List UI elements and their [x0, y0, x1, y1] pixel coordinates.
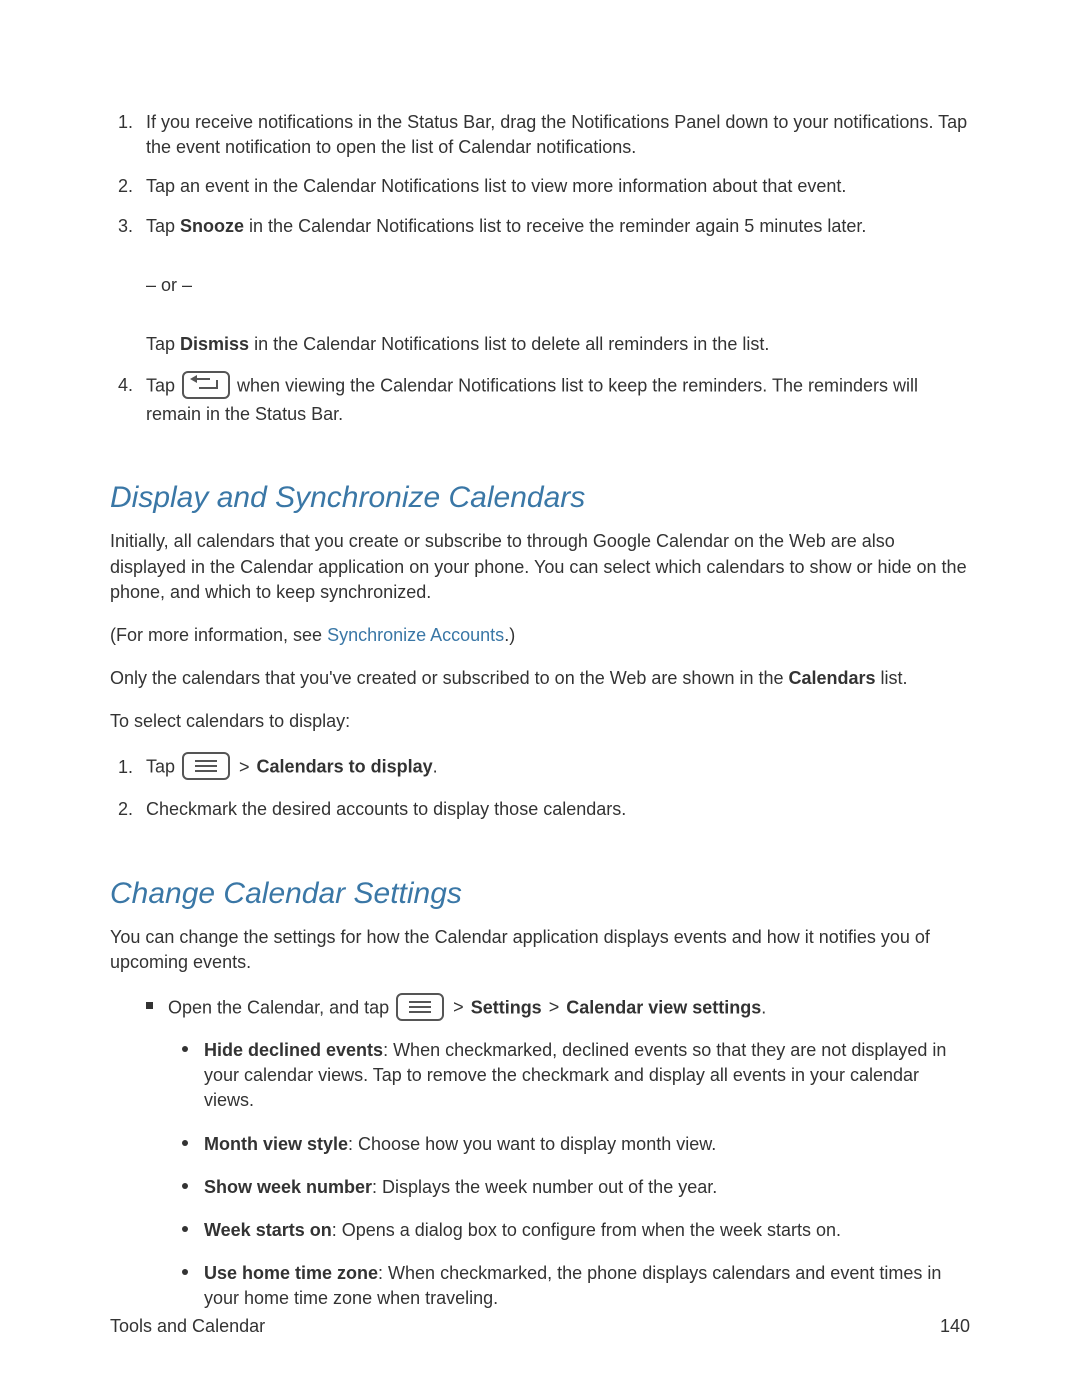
page-footer: Tools and Calendar 140: [110, 1316, 970, 1337]
notifications-steps: If you receive notifications in the Stat…: [110, 110, 970, 427]
ds-step1-post: .: [433, 757, 438, 777]
menu-icon: [182, 752, 230, 780]
opt-week-starts: Week starts on: Opens a dialog box to co…: [204, 1218, 970, 1243]
opt-home-tz-label: Use home time zone: [204, 1263, 378, 1283]
opt-week-starts-label: Week starts on: [204, 1220, 332, 1240]
calendars-label: Calendars: [789, 668, 876, 688]
gt-2: >: [448, 997, 469, 1017]
note-pre: Only the calendars that you've created o…: [110, 668, 789, 688]
page-content: If you receive notifications in the Stat…: [0, 0, 1080, 1312]
opt-month-view: Month view style: Choose how you want to…: [204, 1132, 970, 1157]
step-4-text-pre: Tap: [146, 375, 180, 395]
step-3b-text-post: in the Calendar Notifications list to de…: [249, 334, 769, 354]
ds-step-1: Tap > Calendars to display.: [138, 752, 970, 783]
change-settings-intro: You can change the settings for how the …: [110, 925, 970, 975]
step-3b-text-pre: Tap: [146, 334, 180, 354]
step-3-text-pre: Tap: [146, 216, 180, 236]
step-4-text-post: when viewing the Calendar Notifications …: [146, 375, 918, 424]
opt-home-tz: Use home time zone: When checkmarked, th…: [204, 1261, 970, 1311]
opt-month-view-text: : Choose how you want to display month v…: [348, 1134, 716, 1154]
calendar-view-settings-label: Calendar view settings: [566, 997, 761, 1017]
step-3: Tap Snooze in the Calendar Notifications…: [138, 214, 970, 358]
sync-accounts-link[interactable]: Synchronize Accounts: [327, 625, 504, 645]
display-sync-prompt: To select calendars to display:: [110, 709, 970, 734]
display-sync-note: Only the calendars that you've created o…: [110, 666, 970, 691]
footer-page-number: 140: [940, 1316, 970, 1337]
step-1: If you receive notifications in the Stat…: [138, 110, 970, 160]
heading-change-settings: Change Calendar Settings: [110, 877, 970, 911]
opt-week-starts-text: : Opens a dialog box to configure from w…: [332, 1220, 841, 1240]
seealso-pre: (For more information, see: [110, 625, 327, 645]
back-icon: [182, 371, 230, 399]
opt-show-week: Show week number: Displays the week numb…: [204, 1175, 970, 1200]
step-3-text-post: in the Calendar Notifications list to re…: [244, 216, 866, 236]
gt-1: >: [234, 757, 255, 777]
opt-month-view-label: Month view style: [204, 1134, 348, 1154]
settings-options: Hide declined events: When checkmarked, …: [168, 1038, 970, 1312]
gt-3: >: [544, 997, 565, 1017]
open-calendar-step: Open the Calendar, and tap > Settings > …: [168, 993, 970, 1312]
display-sync-steps: Tap > Calendars to display. Checkmark th…: [110, 752, 970, 822]
heading-display-sync: Display and Synchronize Calendars: [110, 481, 970, 515]
footer-section: Tools and Calendar: [110, 1316, 265, 1336]
step-4: Tap when viewing the Calendar Notificati…: [138, 371, 970, 427]
or-separator: – or –: [146, 273, 970, 298]
note-post: list.: [876, 668, 908, 688]
opt-show-week-text: : Displays the week number out of the ye…: [372, 1177, 717, 1197]
display-sync-seealso: (For more information, see Synchronize A…: [110, 623, 970, 648]
dismiss-label: Dismiss: [180, 334, 249, 354]
step-2: Tap an event in the Calendar Notificatio…: [138, 174, 970, 199]
change-settings-top: Open the Calendar, and tap > Settings > …: [110, 993, 970, 1312]
snooze-label: Snooze: [180, 216, 244, 236]
oc-pre: Open the Calendar, and tap: [168, 997, 394, 1017]
opt-hide-declined-label: Hide declined events: [204, 1040, 383, 1060]
seealso-post: .): [504, 625, 515, 645]
ds-step1-pre: Tap: [146, 757, 180, 777]
oc-post: .: [761, 997, 766, 1017]
opt-hide-declined: Hide declined events: When checkmarked, …: [204, 1038, 970, 1114]
opt-show-week-label: Show week number: [204, 1177, 372, 1197]
ds-step-2: Checkmark the desired accounts to displa…: [138, 797, 970, 822]
calendars-to-display-label: Calendars to display: [257, 757, 433, 777]
menu-icon: [396, 993, 444, 1021]
display-sync-intro: Initially, all calendars that you create…: [110, 529, 970, 605]
settings-label: Settings: [471, 997, 542, 1017]
